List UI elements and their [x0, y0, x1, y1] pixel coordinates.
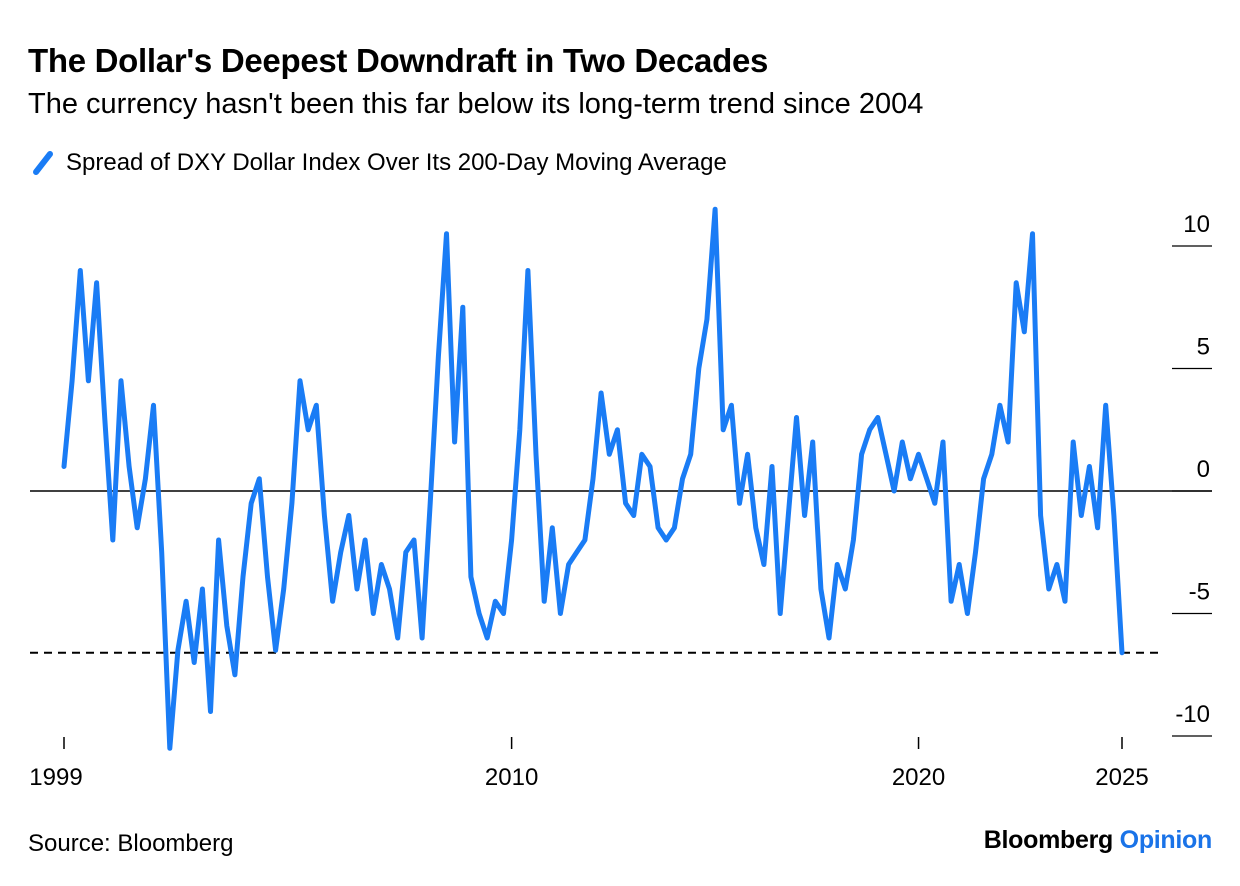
y-tick-label: -5: [1189, 579, 1210, 606]
y-tick-label: 10: [1183, 211, 1210, 238]
y-tick-label: -10: [1175, 701, 1210, 728]
source-note: Source: Bloomberg: [28, 830, 234, 857]
y-tick-label: 0: [1197, 456, 1210, 483]
brand-name: Bloomberg: [983, 826, 1114, 854]
chart-subtitle: The currency hasn't been this far below …: [28, 88, 924, 120]
x-tick-label: 2025: [1095, 764, 1148, 791]
brand-logo: Bloomberg Opinion: [983, 826, 1213, 855]
reference-lines: [30, 490, 1212, 654]
legend: Spread of DXY Dollar Index Over Its 200-…: [28, 148, 727, 178]
x-tick-label: 2020: [892, 764, 945, 791]
legend-label: Spread of DXY Dollar Index Over Its 200-…: [66, 149, 727, 176]
brand-section: Opinion: [1119, 826, 1213, 854]
chart-title: The Dollar's Deepest Downdraft in Two De…: [28, 42, 769, 79]
series-group: [61, 206, 1125, 751]
x-tick-label: 1999: [29, 764, 82, 791]
series-line: [61, 206, 1125, 751]
y-tick-label: 5: [1197, 334, 1210, 361]
x-tick-label: 2010: [485, 764, 538, 791]
x-axis-ticks: 1999 2010 2020 2025: [29, 737, 1149, 791]
y-axis-ticks: 10 5 0 -5 -10: [1172, 211, 1212, 737]
legend-swatch-icon: [33, 151, 53, 175]
